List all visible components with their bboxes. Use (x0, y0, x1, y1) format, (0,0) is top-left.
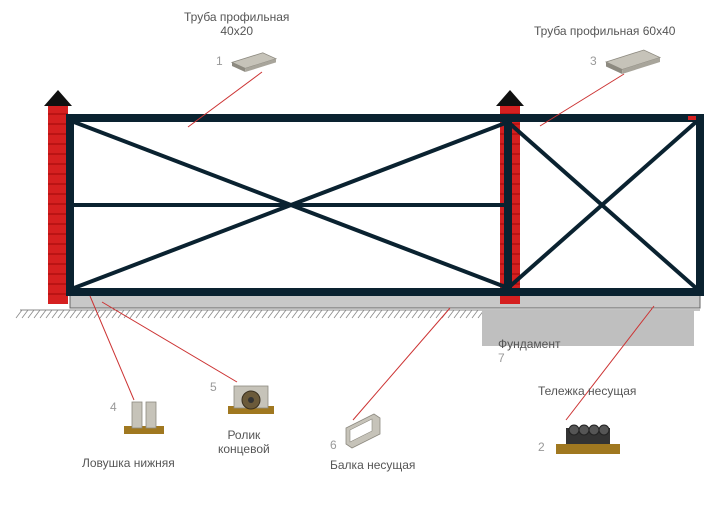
num-4: 4 (110, 400, 117, 414)
gate-diagram (0, 0, 720, 511)
label-lower-trap: Ловушка нижняя (82, 456, 175, 470)
num-6: 6 (330, 438, 337, 452)
label-beam: Балка несущая (330, 458, 415, 472)
label-pipe-60x40: Труба профильная 60х40 (534, 24, 675, 38)
label-pipe-40x20: Труба профильная 40х20 (184, 10, 289, 38)
num-2: 2 (538, 440, 545, 454)
label-cart: Тележка несущая (538, 384, 636, 398)
num-7: 7 (498, 351, 505, 365)
num-5: 5 (210, 380, 217, 394)
label-end-roller: Ролик концевой (218, 428, 270, 456)
num-3: 3 (590, 54, 597, 68)
label-foundation: Фундамент (498, 337, 560, 351)
num-1: 1 (216, 54, 223, 68)
